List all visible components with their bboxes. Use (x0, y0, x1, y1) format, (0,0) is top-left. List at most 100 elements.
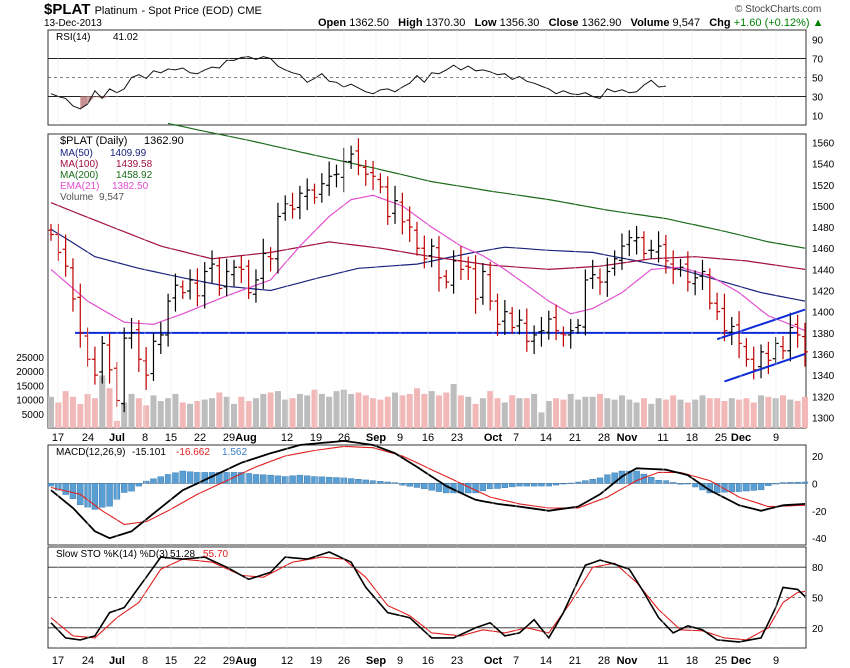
chg-up-icon: ▲ (812, 17, 824, 29)
volume-bar (560, 399, 567, 428)
macd-panel-frame (47, 444, 807, 546)
symbol: $PLAT (44, 1, 91, 18)
price-tick-1420: 1420 (812, 287, 835, 298)
volume-bar (640, 398, 647, 428)
macd-hist-value: 1.562 (222, 447, 247, 458)
volume-bar (780, 395, 786, 428)
x-tick-19-bottom: 19 (310, 655, 322, 667)
x-tick-Nov-bottom: Nov (617, 655, 639, 667)
macd-hist-bar (318, 476, 326, 484)
macd-hist-bar (626, 470, 633, 484)
macd-hist-bar (428, 483, 435, 491)
volume-bar (545, 401, 552, 428)
open-value: 1362.50 (349, 17, 389, 29)
macd-hist-bar (545, 483, 552, 487)
macd-hist-bar (69, 483, 77, 499)
volume-bar (728, 398, 735, 428)
x-tick-9-price: 9 (397, 432, 403, 444)
macd-hist-bar (655, 480, 662, 484)
volume-bar (487, 391, 494, 428)
volume-legend-label: Volume (60, 192, 94, 203)
macd-hist-bar (230, 472, 238, 484)
volume-bar (106, 388, 113, 428)
macd-hist-bar (508, 483, 516, 488)
x-tick-17-price: 17 (52, 432, 64, 444)
macd-hist-bar (721, 483, 728, 493)
x-tick-15-price: 15 (165, 432, 177, 444)
volume-bar (267, 392, 274, 428)
price-tick-1540: 1540 (812, 160, 835, 171)
stoch-tick-80: 80 (812, 563, 824, 574)
x-tick-15-bottom: 15 (165, 655, 177, 667)
macd-hist-bar (289, 475, 296, 484)
macd-hist-bar (523, 483, 530, 487)
volume-bar (362, 395, 369, 428)
volume-bar (589, 396, 596, 428)
macd-hist-bar (355, 479, 362, 484)
volume-bar (414, 388, 420, 428)
volume-bar (384, 396, 391, 428)
volume-bar (274, 391, 281, 428)
volume-bar (516, 398, 523, 428)
macd-hist-bar (296, 474, 304, 484)
rsi-value: 41.02 (113, 32, 138, 43)
macd-hist-bar (772, 483, 779, 485)
low-label: Low (474, 17, 497, 29)
x-tick-Sep-bottom: Sep (366, 655, 386, 667)
volume-bar (714, 398, 721, 428)
price-tick-1440: 1440 (812, 265, 835, 276)
macd-hist-bar (282, 476, 289, 484)
macd-hist-bar (670, 482, 677, 484)
price-tick-1400: 1400 (812, 308, 835, 319)
volume-bar (84, 393, 91, 428)
x-tick-Jul-price: Jul (109, 432, 125, 444)
rsi-title: RSI(14) (56, 32, 90, 43)
volume-bar (194, 401, 201, 428)
x-tick-25-bottom: 25 (715, 655, 727, 667)
volume-bar (692, 399, 699, 428)
macd-value: -15.101 (132, 447, 166, 458)
volume-bar (135, 398, 142, 428)
open-label: Open (318, 17, 347, 29)
x-tick-23-price: 23 (451, 432, 463, 444)
volume-bar (260, 393, 267, 428)
volume-bar (677, 399, 684, 428)
volume-legend-value: 9,547 (99, 192, 124, 203)
channel-lower-line (724, 353, 806, 383)
volume-bar (567, 393, 574, 428)
volume-bar (421, 393, 428, 428)
macd-hist-bar (582, 480, 589, 484)
ema21-value: 1382.50 (112, 181, 149, 192)
high-value: 1370.30 (425, 17, 466, 29)
macd-hist-bar (106, 483, 113, 507)
x-tick-12-price: 12 (281, 432, 293, 444)
volume-bar (479, 398, 486, 428)
stoch-title: Slow STO %K(14) %D(3) (56, 549, 168, 560)
macd-title: MACD(12,26,9) (56, 447, 125, 458)
volume-bar (289, 398, 296, 428)
price-tick-1460: 1460 (812, 244, 835, 255)
volume-bar (633, 402, 640, 428)
volume-bar (201, 399, 208, 428)
volume-value: 9,547 (672, 17, 701, 29)
macd-hist-bar (150, 478, 157, 484)
x-tick-14-price: 14 (540, 432, 552, 444)
x-tick-24-price: 24 (82, 432, 94, 444)
volume-bar (55, 402, 62, 428)
chg-value: +1.60 (+0.12%) (733, 17, 810, 29)
volume-bar (99, 375, 106, 428)
macd-hist-bar (91, 483, 99, 510)
volume-bar (501, 402, 508, 428)
rsi-tick-30: 30 (812, 93, 824, 104)
volume-bar (333, 391, 340, 428)
macd-hist-bar (274, 475, 282, 484)
volume-bar (165, 398, 172, 428)
volume-bar (304, 395, 311, 428)
macd-hist-bar (304, 475, 311, 484)
macd-hist-bar (530, 483, 538, 487)
volume-bar (772, 398, 779, 428)
macd-hist-bar (787, 482, 794, 484)
macd-hist-bar (172, 472, 179, 484)
ma100-value: 1439.58 (116, 159, 153, 170)
macd-hist-bar (560, 483, 567, 485)
